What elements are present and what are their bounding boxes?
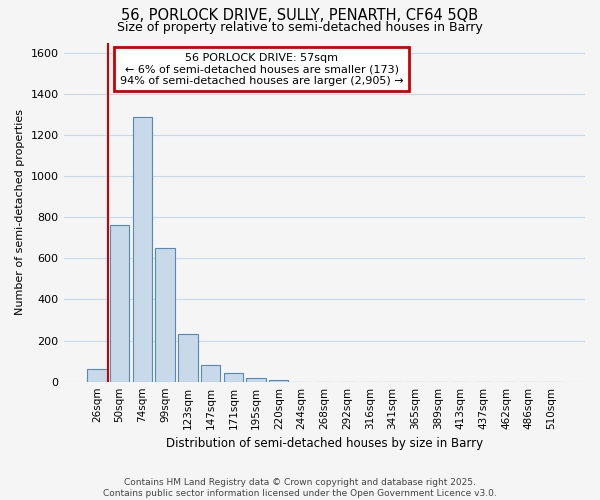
Bar	[133, 116, 152, 382]
Bar	[155, 248, 175, 382]
Text: 56 PORLOCK DRIVE: 57sqm
← 6% of semi-detached houses are smaller (173)
94% of se: 56 PORLOCK DRIVE: 57sqm ← 6% of semi-det…	[120, 52, 404, 86]
Bar	[269, 380, 289, 382]
Text: Size of property relative to semi-detached houses in Barry: Size of property relative to semi-detach…	[117, 21, 483, 34]
Text: Contains HM Land Registry data © Crown copyright and database right 2025.
Contai: Contains HM Land Registry data © Crown c…	[103, 478, 497, 498]
Text: 56, PORLOCK DRIVE, SULLY, PENARTH, CF64 5QB: 56, PORLOCK DRIVE, SULLY, PENARTH, CF64 …	[121, 8, 479, 22]
Bar	[87, 370, 107, 382]
Bar	[110, 226, 130, 382]
Bar	[224, 374, 243, 382]
Bar	[178, 334, 197, 382]
Bar	[201, 365, 220, 382]
Y-axis label: Number of semi-detached properties: Number of semi-detached properties	[15, 109, 25, 315]
Bar	[247, 378, 266, 382]
X-axis label: Distribution of semi-detached houses by size in Barry: Distribution of semi-detached houses by …	[166, 437, 483, 450]
